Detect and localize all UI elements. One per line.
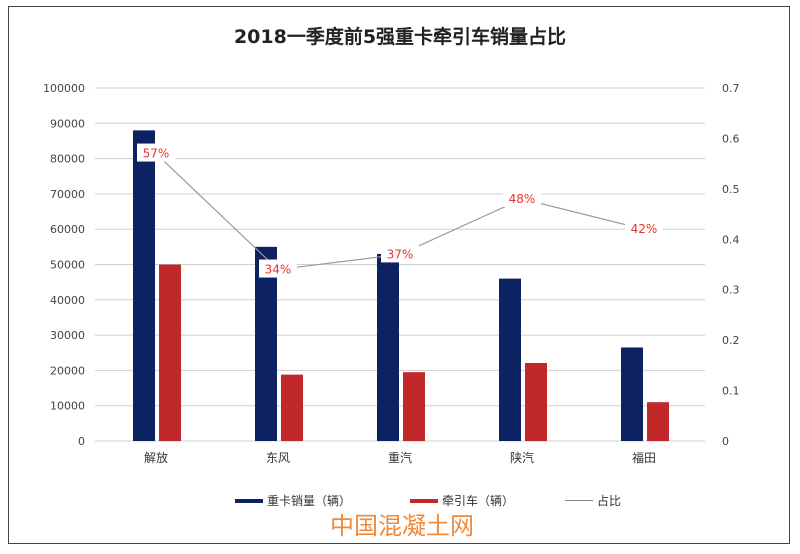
legend-swatch: [410, 498, 438, 503]
legend-item-tractor: 牵引车（辆）: [410, 492, 514, 509]
data-label: 34%: [265, 263, 292, 277]
y-tick-right: 0.6: [722, 132, 740, 145]
bar-sales: [621, 347, 643, 441]
y-tick-right: 0.1: [722, 385, 740, 398]
data-label: 42%: [631, 222, 658, 236]
data-label-bg: [503, 188, 541, 207]
data-label-bg: [625, 219, 663, 238]
legend-swatch: [235, 498, 263, 503]
bar-tractor: [403, 372, 425, 441]
y-tick-left: 90000: [50, 117, 85, 130]
y-tick-right: 0.5: [722, 183, 740, 196]
y-tick-left: 30000: [50, 329, 85, 342]
bar-tractor: [159, 264, 181, 441]
data-label-bg: [259, 259, 297, 278]
legend-label: 占比: [597, 494, 622, 508]
bar-sales: [255, 246, 277, 441]
y-tick-right: 0.2: [722, 334, 740, 347]
bar-tractor: [525, 362, 547, 441]
x-tick-label: 陕汽: [510, 450, 534, 465]
y-tick-left: 10000: [50, 400, 85, 413]
legend-label: 重卡销量（辆）: [267, 494, 352, 508]
y-tick-right: 0.4: [722, 233, 740, 246]
x-tick-label: 东风: [266, 451, 290, 465]
bar-sales: [133, 130, 155, 442]
bar-tractor: [647, 402, 669, 441]
legend-item-share: 占比: [565, 492, 621, 509]
x-tick-label: 重汽: [388, 450, 412, 465]
data-label: 57%: [143, 147, 170, 161]
legend-swatch: [565, 500, 593, 501]
data-label-bg: [137, 143, 175, 162]
y-tick-left: 100000: [43, 82, 85, 95]
y-tick-left: 20000: [50, 364, 85, 377]
y-tick-left: 50000: [50, 259, 85, 272]
legend-item-sales: 重卡销量（辆）: [235, 492, 351, 509]
data-label: 37%: [387, 247, 414, 261]
x-tick-label: 解放: [144, 450, 168, 465]
chart-title: 2018一季度前5强重卡牵引车销量占比: [233, 26, 567, 48]
y-tick-left: 70000: [50, 188, 85, 201]
bar-sales: [377, 253, 399, 441]
y-tick-left: 0: [78, 435, 85, 448]
x-tick-label: 福田: [632, 450, 656, 465]
bar-tractor: [281, 374, 303, 441]
data-label-bg: [381, 244, 419, 263]
y-tick-left: 40000: [50, 294, 85, 307]
y-tick-right: 0.7: [722, 82, 740, 95]
data-label: 48%: [509, 192, 536, 206]
y-tick-left: 60000: [50, 223, 85, 236]
watermark: 中国混凝土网: [330, 512, 474, 540]
legend-label: 牵引车（辆）: [442, 494, 515, 508]
y-tick-right: 0: [722, 435, 729, 448]
bar-sales: [499, 278, 521, 441]
y-tick-right: 0.3: [722, 284, 740, 297]
y-tick-left: 80000: [50, 153, 85, 166]
chart-frame: [8, 6, 790, 544]
